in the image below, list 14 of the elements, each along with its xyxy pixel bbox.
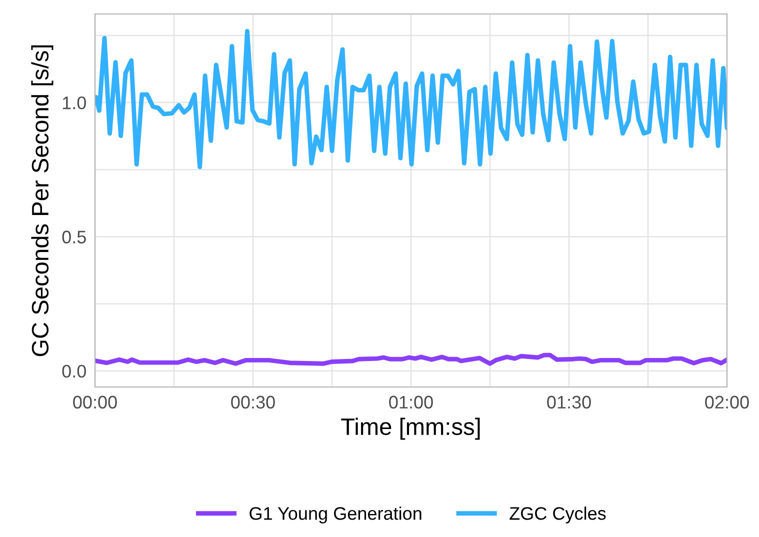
x-axis-title: Time [mm:ss] — [341, 418, 480, 440]
x-tick-label: 00:00 — [73, 396, 117, 409]
legend-label: G1 Young Generation — [250, 506, 422, 524]
line-series — [95, 28, 727, 170]
y-tick-label: 1.0 — [62, 96, 86, 110]
x-tick-label: 00:30 — [231, 396, 275, 409]
legend-label: ZGC Cycles — [510, 506, 606, 524]
x-tick-label: 01:00 — [389, 396, 433, 409]
y-axis-title: GC Seconds Per Second [s/s] — [31, 45, 54, 356]
x-tick-label: 01:30 — [547, 396, 591, 409]
line-series — [95, 352, 727, 366]
x-tick-label: 02:00 — [705, 396, 749, 409]
y-tick-label: 0.5 — [62, 230, 86, 244]
y-tick-label: 0.0 — [62, 364, 86, 378]
